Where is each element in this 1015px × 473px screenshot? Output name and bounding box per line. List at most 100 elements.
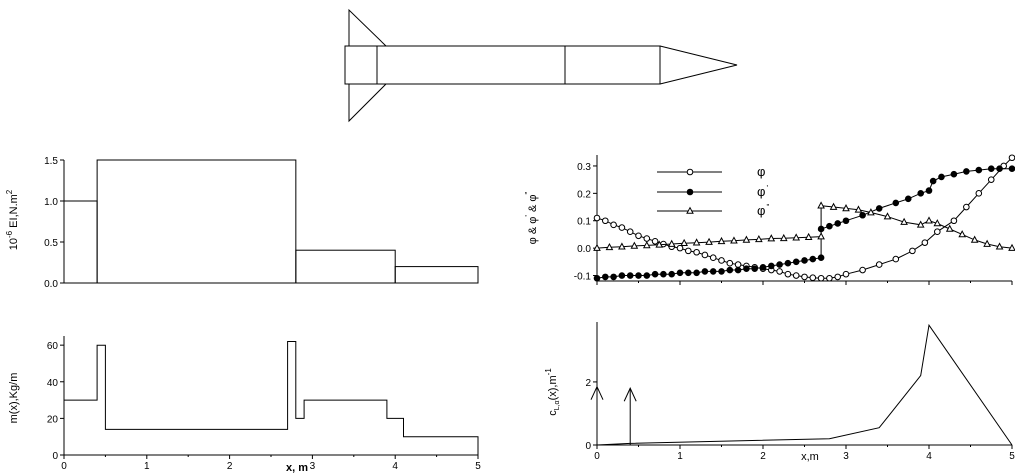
mode-series-point-1 [925,187,933,194]
mode-series-point-0 [975,190,983,197]
mode-series-point-1 [660,270,667,278]
mode-series-point-1 [668,270,676,278]
mode-series-point-2 [804,232,813,240]
mode-series-point-1 [859,211,866,219]
mode-series-point-2 [925,216,933,224]
mode-series-point-2 [933,219,942,227]
mode-series-point-2 [829,202,838,210]
mode-series-point-0 [963,203,970,211]
legend-label-0: φ [757,164,765,179]
lift-xtick-label: 5 [1009,451,1015,462]
mode-series-point-0 [701,251,709,259]
mode-series-point-1 [950,170,958,178]
mass-ytick-label: 0 [52,451,58,462]
mass-xtick-label: 0 [61,461,67,472]
mode-series-point-0 [792,272,800,279]
mode-series-point-0 [842,270,850,278]
mode-series-point-0 [921,239,929,246]
lift-line [596,323,1013,446]
lift-ylabel-c: c [547,410,559,416]
mode-series-point-2 [854,205,863,213]
mode-series-point-0 [593,214,601,222]
lift-ytick-label: 2 [585,378,591,389]
mode-series-point-1 [610,273,617,281]
rocket-fin-bottom [348,83,387,123]
mode-series-point-2 [995,242,1004,250]
mode-series-point-2 [605,242,614,251]
legend-label-sup-2: " [766,203,769,212]
mode-series-point-2 [618,242,626,250]
lift-xtick-label: 0 [594,451,600,462]
mode-series-point-1 [938,173,945,181]
mode-series-point-0 [1008,154,1015,162]
mode-ylabel-a: φ & φ [527,217,539,245]
lift-xtick-label: 2 [760,451,766,462]
mass-xtick-label: 4 [392,461,398,472]
mode-series-point-2 [667,239,676,247]
mode-ytick-label: 0.3 [577,162,591,173]
mode-series-point-0 [635,232,642,240]
mode-ytick-label: -0.1 [574,272,592,283]
mode-series-point-1 [602,273,609,281]
stiffness-ylabel-exp2: 2 [5,189,14,194]
mode-ylabel: φ & φ' & φ" [524,192,539,245]
mode-series-point-2 [767,234,776,242]
mode-series-point-1 [643,272,651,279]
mode-series-point-2 [916,220,925,228]
mode-series-point-1 [784,259,792,267]
mode-series-point-0 [718,257,725,264]
mode-series-point-1 [709,268,717,275]
mode-series-point-1 [963,168,970,175]
mode-series-point-2 [883,212,892,220]
mode-series-point-1 [987,165,995,172]
mode-series-point-2 [945,224,954,232]
lift-plot: 0 2 0 1 2 3 4 5 [585,322,1015,462]
mode-ytick-label: 0.1 [577,217,591,228]
legend-label-1: φ' [757,184,768,199]
mode-series-point-0 [934,228,941,235]
mode-series-point-0 [950,217,958,225]
mode-series-point-0 [685,247,692,255]
mode-series-point-0 [676,244,684,252]
mode-series-point-1 [892,199,900,207]
mode-series-point-2 [958,230,967,238]
rocket-nose-cone [659,45,738,85]
mode-series-point-2 [717,236,726,245]
mode-series-point-1 [842,217,850,225]
lift-ylabel-rest: (x),m [547,375,559,400]
mode-series-point-1 [904,195,912,203]
mode-series-point-0 [726,259,734,267]
mode-series-point-2 [630,241,639,249]
stiffness-plot: 0.0 0.5 1.0 1.5 [44,156,479,290]
mass-xtick-label: 5 [475,461,481,472]
stiffness-ylabel-mid: EI,N.m [8,194,20,231]
mode-series-point-0 [859,266,866,274]
mode-series-point-1 [776,261,783,268]
mode-series-point-1 [834,220,842,227]
mode-series-point-1 [817,254,825,262]
lift-xtick-label: 4 [926,451,932,462]
mode-series-point-0 [875,261,883,268]
mode-series-point-2 [692,238,701,246]
mode-series-point-1 [929,177,937,185]
legend-marker-2 [686,206,694,214]
mode-shape-plot: -0.1 0.0 0.1 0.2 0.3 φ φ' φ" [574,154,1015,285]
mode-series-point-1 [593,274,601,282]
mode-series-point-0 [602,217,609,225]
mode-series-point-2 [983,239,991,247]
mode-series-point-0 [618,224,626,231]
mode-series-point-1 [917,190,925,197]
mass-ytick-label: 60 [47,341,59,352]
mass-xlabel: x, m [286,462,308,473]
stiffness-step-bar [96,159,297,284]
mode-series-point-1 [809,255,817,263]
mode-series-point-0 [709,254,717,262]
stiffness-ylabel-pre: 10 [8,238,20,250]
stiffness-step-bar [394,266,479,284]
lift-ylabel: cL,α(x),m-1 [544,368,561,416]
stiffness-ylabel: 10-6 EI,N.m2 [5,189,20,250]
mode-series-point-0 [809,274,817,282]
stiffness-ylabel-exp1: -6 [5,230,14,238]
mode-series-point-2 [730,236,738,244]
mode-series-point-0 [643,235,651,242]
